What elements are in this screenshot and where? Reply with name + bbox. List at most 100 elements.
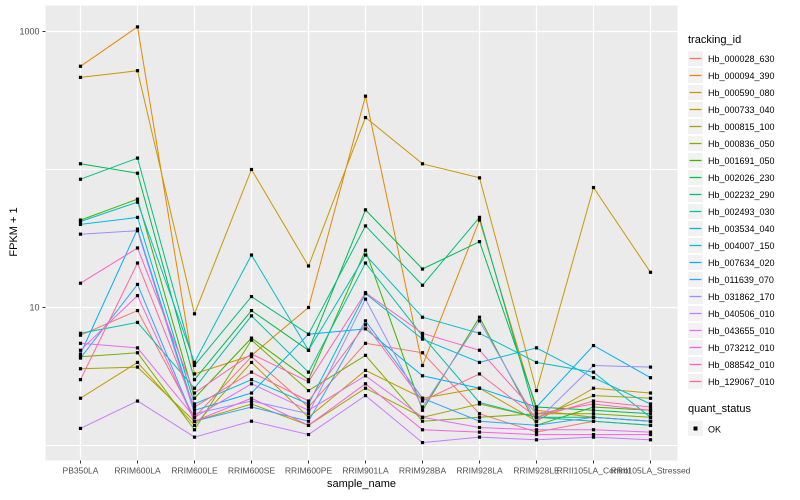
data-point — [648, 270, 653, 274]
data-point — [78, 367, 83, 371]
data-point — [78, 352, 83, 356]
data-point — [363, 368, 368, 373]
data-point — [648, 402, 653, 406]
data-point — [648, 432, 653, 437]
data-point — [249, 399, 254, 403]
data-point — [249, 370, 254, 374]
data-point — [648, 408, 653, 412]
legend-item-label: Hb_000094_390 — [708, 71, 775, 81]
data-point — [363, 327, 368, 331]
data-point — [135, 351, 140, 355]
data-point — [420, 315, 425, 319]
data-point — [306, 399, 311, 403]
data-point — [534, 419, 539, 423]
data-point — [363, 253, 368, 257]
data-point — [534, 360, 539, 365]
data-point — [648, 423, 653, 427]
data-point — [420, 428, 425, 432]
data-point — [306, 378, 311, 382]
x-tick-label: RRII105LA_Control — [557, 466, 631, 476]
legend-item-label: Hb_031862_170 — [708, 292, 775, 302]
data-point — [249, 336, 254, 340]
data-point — [420, 331, 425, 335]
data-point — [192, 363, 197, 368]
data-point — [363, 224, 368, 228]
legend-item-label: Hb_001691_050 — [708, 156, 775, 166]
data-point — [135, 346, 140, 350]
data-point — [363, 115, 368, 120]
data-point — [192, 386, 197, 390]
data-point — [420, 334, 425, 338]
data-point — [477, 331, 482, 335]
data-point — [591, 408, 596, 412]
data-point — [420, 419, 425, 423]
x-tick-label: RRIM901LA — [342, 466, 389, 476]
data-point — [648, 412, 653, 416]
data-point — [78, 356, 83, 360]
legend-item-label: Hb_011639_070 — [708, 275, 774, 285]
data-point — [192, 435, 197, 439]
data-point — [135, 171, 140, 175]
data-point — [534, 430, 539, 434]
data-point — [135, 229, 140, 233]
y-tick-label: 10 — [29, 303, 39, 313]
legend-item-label: Hb_004007_150 — [708, 241, 775, 251]
data-point — [192, 408, 197, 412]
data-point — [78, 378, 83, 382]
data-point — [306, 380, 311, 384]
data-point — [420, 363, 425, 368]
data-point — [78, 341, 83, 345]
data-point — [591, 415, 596, 419]
data-point — [363, 341, 368, 345]
data-point — [135, 282, 140, 287]
data-point — [78, 396, 83, 400]
data-point — [591, 386, 596, 390]
x-tick-label: RRIM600LE — [171, 466, 218, 476]
data-point — [249, 294, 254, 299]
data-point — [135, 25, 140, 29]
legend-item-label: Hb_002026_230 — [708, 173, 775, 183]
data-point — [249, 314, 254, 318]
data-point — [192, 405, 197, 409]
legend-item-label: Hb_043655_010 — [708, 326, 775, 336]
data-point — [591, 376, 596, 380]
data-point — [477, 240, 482, 244]
data-point — [534, 415, 539, 419]
data-point — [534, 346, 539, 350]
data-point — [534, 423, 539, 427]
data-point — [306, 405, 311, 409]
data-point — [192, 391, 197, 395]
data-point — [306, 388, 311, 393]
legend-item-label: Hb_002232_290 — [708, 190, 775, 200]
data-point — [192, 428, 197, 432]
x-tick-label: RRIM928LE — [513, 466, 560, 476]
legend-title-quant-status: quant_status — [688, 403, 751, 415]
data-point — [363, 386, 368, 390]
data-point — [306, 408, 311, 412]
data-point — [249, 352, 254, 356]
data-point — [135, 261, 140, 265]
x-tick-label: RRIM600LA — [114, 466, 161, 476]
legend-item-label: Hb_000733_040 — [708, 105, 775, 115]
data-point — [135, 365, 140, 369]
data-point — [192, 419, 197, 423]
data-point — [249, 308, 254, 313]
data-point — [477, 415, 482, 419]
data-point — [78, 222, 83, 227]
data-point — [306, 348, 311, 352]
data-point — [135, 227, 140, 231]
data-point — [78, 75, 83, 79]
data-point — [306, 432, 311, 437]
legend-item-label: Hb_003534_040 — [708, 224, 775, 234]
data-point — [420, 374, 425, 378]
legend-item-label: Hb_073212_010 — [708, 343, 775, 353]
data-point — [648, 430, 653, 434]
x-axis-title: sample_name — [326, 478, 397, 490]
data-point — [363, 374, 368, 378]
data-point — [192, 415, 197, 419]
data-point — [306, 412, 311, 416]
data-point — [135, 69, 140, 73]
data-point — [648, 376, 653, 380]
data-point — [306, 332, 311, 336]
